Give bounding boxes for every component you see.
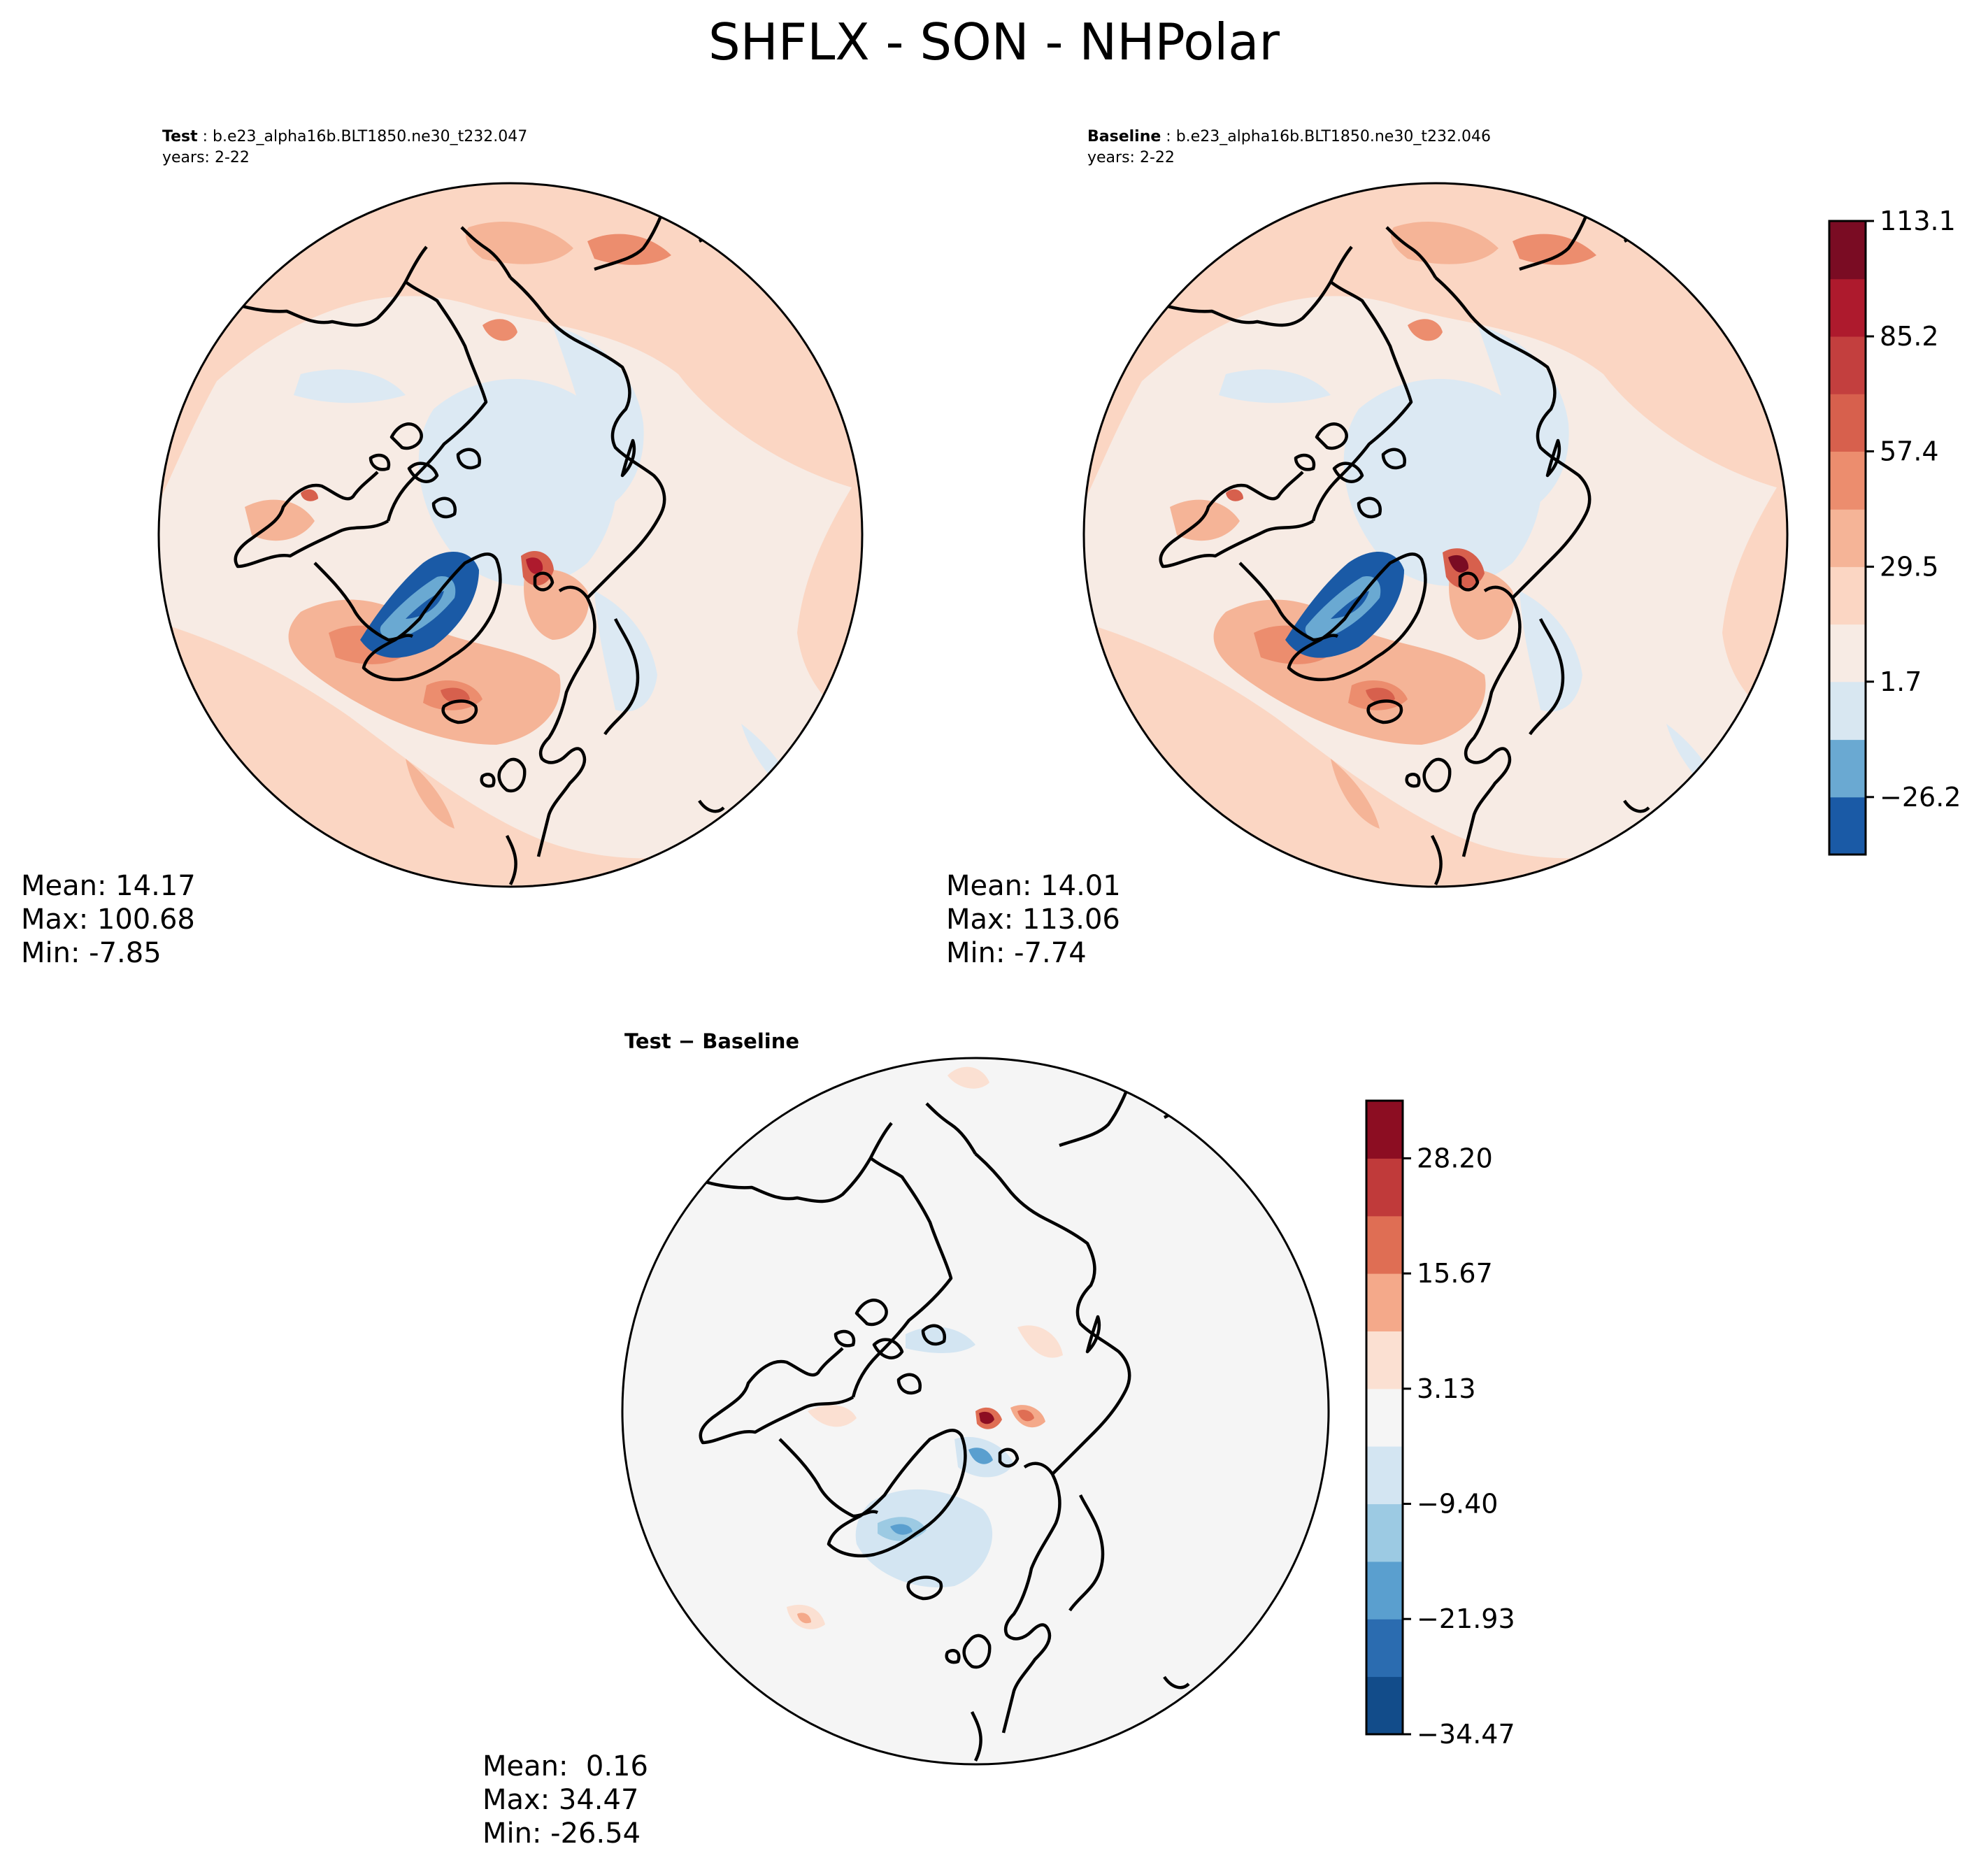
baseline-colorbar-band xyxy=(1829,796,1866,855)
figure-title: SHFLX - SON - NHPolar xyxy=(708,13,1280,71)
difference-colorbar-tick-label: 15.67 xyxy=(1417,1258,1493,1289)
difference-colorbar-band xyxy=(1366,1446,1403,1505)
test-years: years: 2-22 xyxy=(162,149,250,166)
difference-colorbar-band xyxy=(1366,1388,1403,1447)
test-case-name: b.e23_alpha16b.BLT1850.ne30_t232.047 xyxy=(213,128,528,145)
test-mean: Mean: 14.17 xyxy=(21,870,196,902)
baseline-stats: Mean: 14.01 Max: 113.06 Min: -7.74 xyxy=(946,869,1121,970)
test-case-header: Test : b.e23_alpha16b.BLT1850.ne30_t232.… xyxy=(162,127,527,147)
baseline-colorbar-tick-label: 1.7 xyxy=(1880,666,1922,697)
difference-colorbar-frame xyxy=(1365,1099,1404,1736)
baseline-colorbar-tick-label: 113.1 xyxy=(1880,206,1956,236)
baseline-colorbar-band xyxy=(1829,278,1866,337)
test-label: Test xyxy=(162,128,198,145)
baseline-colorbar-band xyxy=(1829,739,1866,798)
difference-colorbar-band xyxy=(1366,1158,1403,1217)
baseline-map xyxy=(1082,182,1789,888)
test-colon: : xyxy=(197,128,213,145)
difference-stats: Mean: 0.16 Max: 34.47 Min: -26.54 xyxy=(482,1750,648,1850)
test-max: Max: 100.68 xyxy=(21,903,195,936)
difference-colorbar-band xyxy=(1366,1331,1403,1389)
difference-max: Max: 34.47 xyxy=(482,1784,639,1816)
difference-colorbar-tick-label: −34.47 xyxy=(1417,1719,1515,1750)
difference-colorbar-band xyxy=(1366,1619,1403,1678)
difference-mean: Mean: 0.16 xyxy=(482,1750,648,1782)
baseline-colorbar-tick-label: −26.2 xyxy=(1880,782,1961,813)
difference-title: Test − Baseline xyxy=(624,1029,800,1053)
test-map xyxy=(157,182,864,888)
difference-colorbar: 28.20 15.67 3.13 −9.40 −21.93 −34.47 xyxy=(1365,1099,1515,1750)
baseline-colorbar-band xyxy=(1829,509,1866,567)
difference-heatmap xyxy=(622,1058,1329,1764)
baseline-colorbar-band xyxy=(1829,221,1866,280)
test-heatmap xyxy=(159,183,862,887)
baseline-colon: : xyxy=(1161,128,1176,145)
baseline-colorbar-band xyxy=(1829,394,1866,452)
baseline-max: Max: 113.06 xyxy=(946,903,1120,936)
baseline-map-boundary xyxy=(1082,182,1789,888)
baseline-colorbar-frame xyxy=(1828,220,1867,856)
baseline-colorbar-tick-label: 29.5 xyxy=(1880,551,1939,582)
baseline-colorbar-band xyxy=(1829,681,1866,741)
difference-colorbar-band xyxy=(1366,1503,1403,1562)
baseline-heatmap xyxy=(1084,183,1787,887)
test-map-boundary xyxy=(157,182,864,888)
difference-colorbar-band xyxy=(1366,1215,1403,1274)
test-min: Min: -7.85 xyxy=(21,937,162,969)
baseline-colorbar-tick-label: 85.2 xyxy=(1880,321,1939,352)
difference-colorbar-tick-label: 28.20 xyxy=(1417,1143,1493,1173)
baseline-min: Min: -7.74 xyxy=(946,937,1087,969)
test-stats: Mean: 14.17 Max: 100.68 Min: -7.85 xyxy=(21,869,196,970)
difference-colorbar-band xyxy=(1366,1101,1403,1159)
baseline-years: years: 2-22 xyxy=(1087,149,1175,166)
baseline-colorbar-band xyxy=(1829,624,1866,683)
difference-colorbar-tick-label: −9.40 xyxy=(1417,1489,1498,1520)
difference-colorbar-tick-label: 3.13 xyxy=(1417,1373,1476,1404)
difference-map-boundary xyxy=(621,1057,1330,1766)
baseline-label: Baseline xyxy=(1087,128,1161,145)
baseline-colorbar-band xyxy=(1829,566,1866,625)
difference-colorbar-band xyxy=(1366,1273,1403,1331)
baseline-mean: Mean: 14.01 xyxy=(946,870,1121,902)
baseline-hotspot-core xyxy=(1448,555,1469,573)
difference-colorbar-band xyxy=(1366,1676,1403,1735)
baseline-colorbar-tick-label: 57.4 xyxy=(1880,436,1939,466)
difference-min: Min: -26.54 xyxy=(482,1817,641,1850)
difference-map xyxy=(621,1057,1330,1766)
baseline-case-name: b.e23_alpha16b.BLT1850.ne30_t232.046 xyxy=(1175,128,1491,145)
difference-colorbar-tick-label: −21.93 xyxy=(1417,1603,1515,1634)
baseline-case-header: Baseline : b.e23_alpha16b.BLT1850.ne30_t… xyxy=(1087,127,1491,147)
difference-colorbar-band xyxy=(1366,1561,1403,1620)
baseline-colorbar: 113.1 85.2 57.4 29.5 1.7 −26.2 xyxy=(1828,206,1961,856)
baseline-colorbar-band xyxy=(1829,336,1866,394)
baseline-colorbar-band xyxy=(1829,451,1866,510)
